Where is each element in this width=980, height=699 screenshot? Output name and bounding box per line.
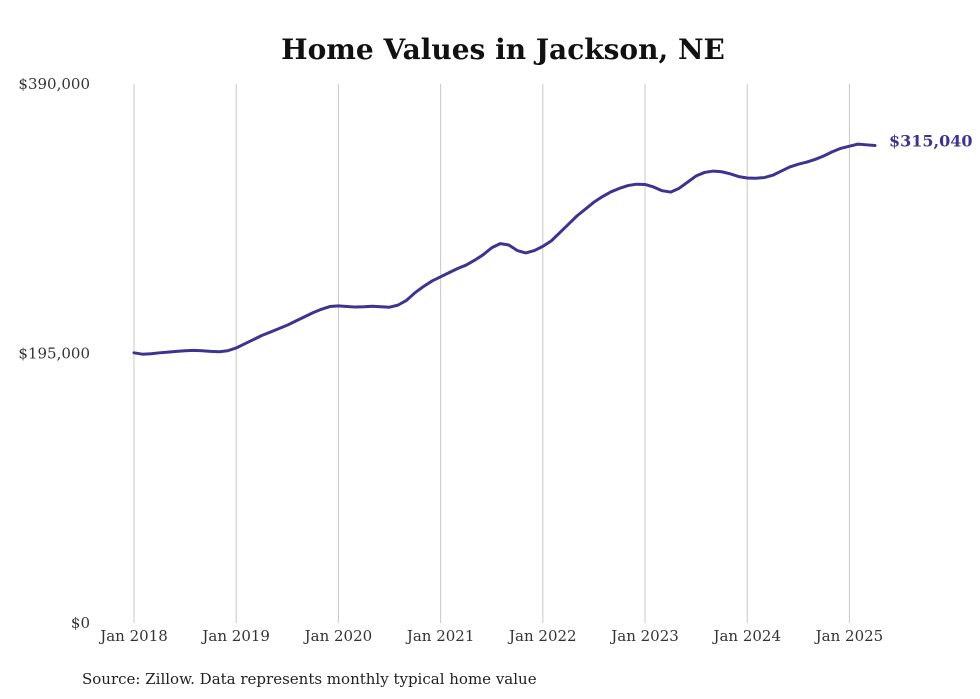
y-tick-label: $195,000 (18, 345, 90, 363)
x-tick-label: Jan 2019 (200, 627, 270, 645)
chart-title: Home Values in Jackson, NE (281, 33, 725, 66)
x-tick-label: Jan 2018 (98, 627, 168, 645)
x-tick-label: Jan 2025 (814, 627, 884, 645)
series-line-0 (132, 142, 877, 356)
y-tick-label: $390,000 (18, 75, 90, 93)
series-layer (132, 142, 877, 356)
y-axis-tick-labels: $0 $195,000 $390,000 (18, 75, 90, 632)
x-tick-label: Jan 2023 (609, 627, 679, 645)
series-end-value-label: $315,040 (889, 132, 973, 151)
grid-lines (133, 84, 850, 623)
x-tick-label: Jan 2022 (507, 627, 577, 645)
x-tick-label: Jan 2024 (711, 627, 781, 645)
y-tick-label: $0 (71, 614, 90, 632)
x-axis-tick-labels: Jan 2018 Jan 2019 Jan 2020 Jan 2021 Jan 2022… (98, 627, 883, 645)
x-tick-label: Jan 2020 (303, 627, 373, 645)
source-note: Source: Zillow. Data represents monthly … (82, 670, 537, 688)
x-tick-label: Jan 2021 (405, 627, 475, 645)
